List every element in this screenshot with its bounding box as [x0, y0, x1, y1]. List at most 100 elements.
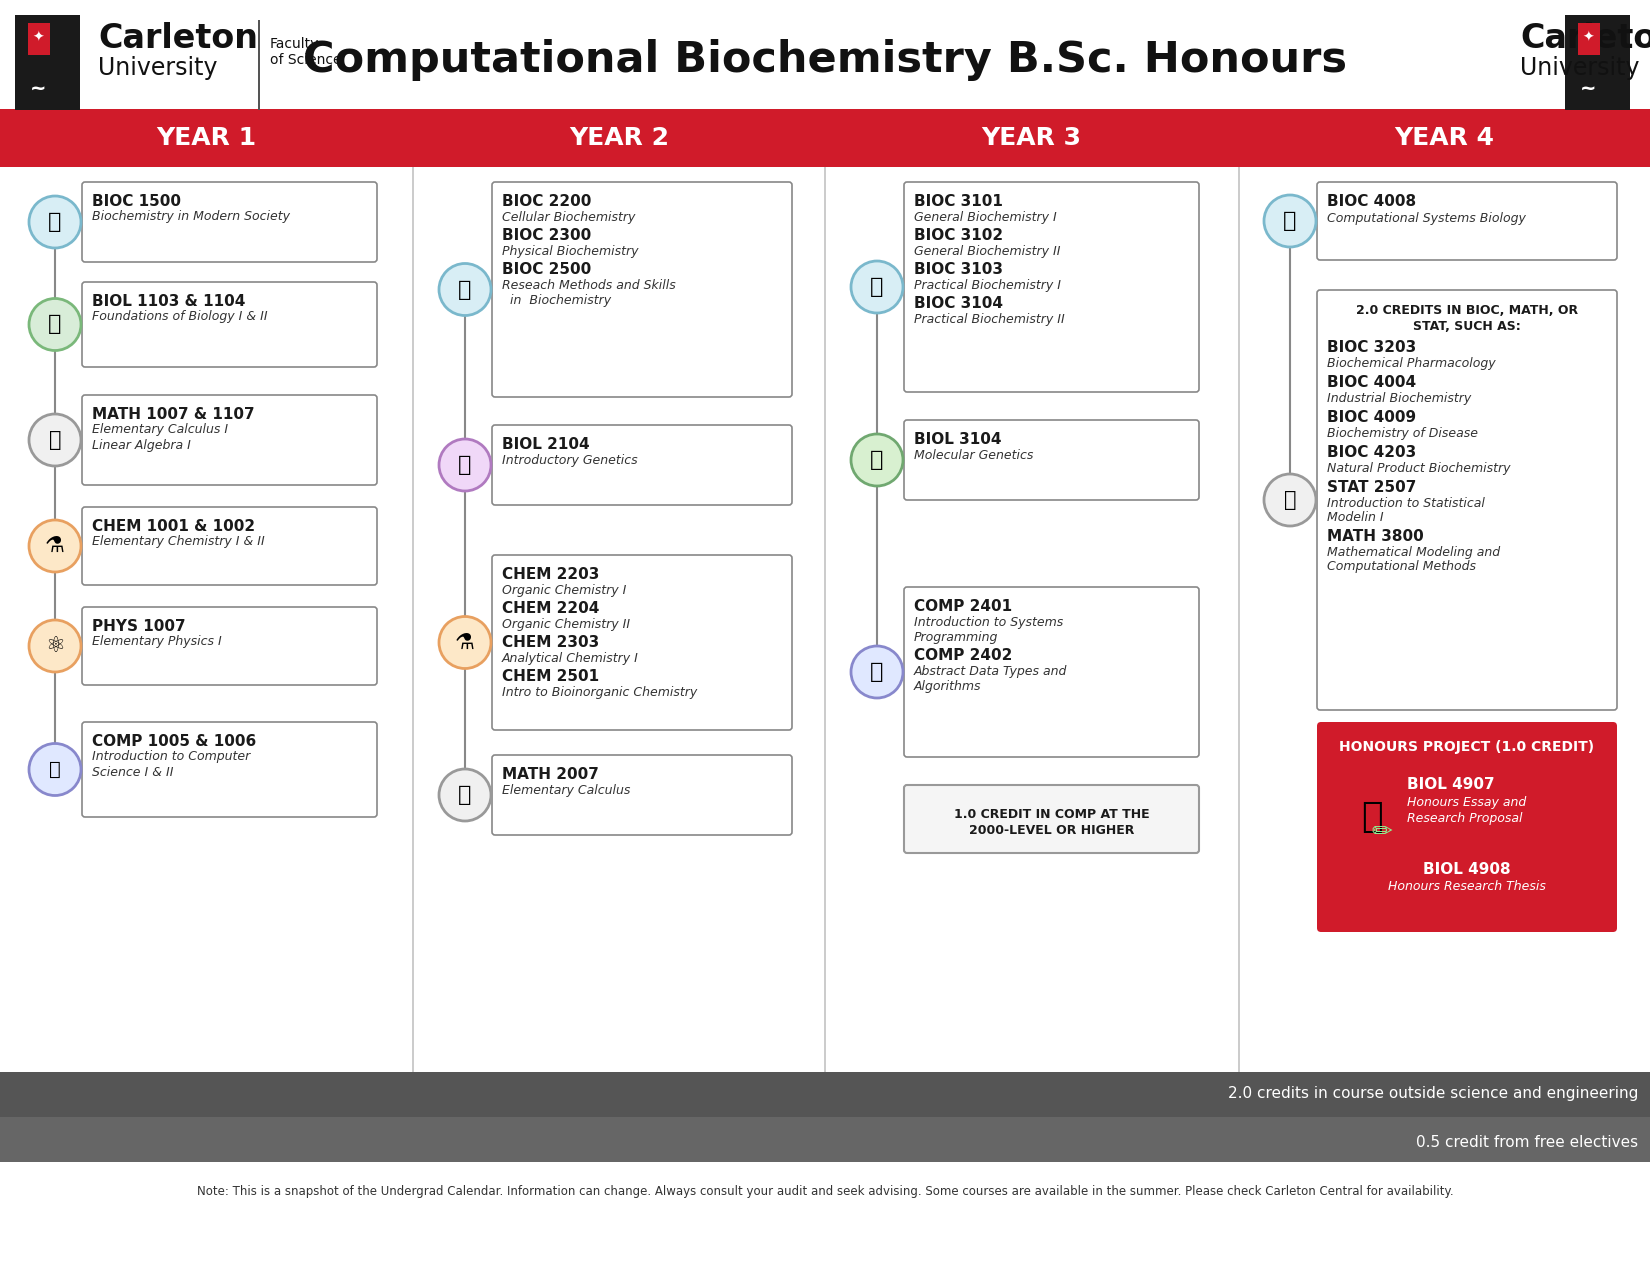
FancyBboxPatch shape [904, 182, 1200, 391]
Text: 🧪: 🧪 [459, 279, 472, 300]
Circle shape [30, 743, 81, 796]
Bar [1564, 15, 1630, 110]
Text: YEAR 4: YEAR 4 [1394, 126, 1493, 150]
Text: Abstract Data Types and: Abstract Data Types and [914, 666, 1068, 678]
Text: BIOC 4203: BIOC 4203 [1327, 445, 1416, 460]
FancyBboxPatch shape [1317, 289, 1617, 710]
Text: Algorithms: Algorithms [914, 680, 982, 694]
FancyBboxPatch shape [904, 419, 1200, 500]
Text: Introduction to Computer: Introduction to Computer [92, 750, 251, 762]
Text: Biochemical Pharmacology: Biochemical Pharmacology [1327, 357, 1495, 370]
Text: YEAR 3: YEAR 3 [982, 126, 1081, 150]
Text: Cellular Biochemistry: Cellular Biochemistry [502, 210, 635, 224]
Text: Elementary Physics I: Elementary Physics I [92, 635, 221, 648]
Text: Reseach Methods and Skills: Reseach Methods and Skills [502, 279, 676, 292]
Text: 2000-LEVEL OR HIGHER: 2000-LEVEL OR HIGHER [969, 825, 1134, 838]
Text: BIOC 4009: BIOC 4009 [1327, 411, 1416, 425]
Text: Carleton: Carleton [97, 22, 257, 55]
Text: PHYS 1007: PHYS 1007 [92, 618, 185, 634]
Bar [257, 20, 261, 110]
Text: MATH 1007 & 1107: MATH 1007 & 1107 [92, 407, 254, 422]
Text: 🌿: 🌿 [48, 315, 61, 334]
Text: 🧪: 🧪 [48, 212, 61, 232]
Text: 🖩: 🖩 [50, 430, 61, 450]
Bar [0, 1072, 1650, 1117]
Text: BIOC 3103: BIOC 3103 [914, 261, 1003, 277]
Text: Computational Systems Biology: Computational Systems Biology [1327, 212, 1526, 224]
Text: YEAR 2: YEAR 2 [569, 126, 668, 150]
Text: Note: This is a snapshot of the Undergrad Calendar. Information can change. Alwa: Note: This is a snapshot of the Undergra… [196, 1184, 1454, 1198]
Text: University: University [97, 56, 218, 80]
Text: Analytical Chemistry I: Analytical Chemistry I [502, 652, 639, 666]
Text: MATH 3800: MATH 3800 [1327, 529, 1424, 544]
Bar [823, 164, 827, 1075]
Text: ✦: ✦ [33, 31, 45, 45]
Text: BIOC 4004: BIOC 4004 [1327, 375, 1416, 390]
Text: CHEM 2203: CHEM 2203 [502, 567, 599, 581]
FancyBboxPatch shape [492, 182, 792, 397]
Text: ✏: ✏ [1371, 820, 1393, 844]
Text: ~: ~ [30, 79, 46, 97]
Circle shape [439, 769, 492, 821]
Text: BIOL 4907: BIOL 4907 [1407, 776, 1495, 792]
Text: Computational Methods: Computational Methods [1327, 560, 1477, 572]
Circle shape [30, 196, 81, 249]
FancyBboxPatch shape [1317, 182, 1617, 260]
Text: Introduction to Statistical: Introduction to Statistical [1327, 497, 1485, 510]
Text: Intro to Bioinorganic Chemistry: Intro to Bioinorganic Chemistry [502, 686, 698, 699]
Text: Mathematical Modeling and: Mathematical Modeling and [1327, 546, 1500, 558]
Text: Practical Biochemistry II: Practical Biochemistry II [914, 312, 1064, 326]
Text: Natural Product Biochemistry: Natural Product Biochemistry [1327, 462, 1510, 476]
FancyBboxPatch shape [1317, 722, 1617, 932]
Text: CHEM 2303: CHEM 2303 [502, 635, 599, 650]
Text: YEAR 1: YEAR 1 [157, 126, 256, 150]
Text: Modelin I: Modelin I [1327, 511, 1384, 524]
Text: of Science: of Science [271, 54, 342, 68]
Circle shape [30, 620, 81, 672]
FancyBboxPatch shape [492, 755, 792, 835]
Text: Programming: Programming [914, 631, 998, 644]
Text: ⚗: ⚗ [45, 536, 64, 556]
Circle shape [1264, 474, 1317, 527]
Circle shape [439, 264, 492, 315]
FancyBboxPatch shape [82, 507, 376, 585]
Circle shape [30, 414, 81, 465]
Text: Organic Chemistry II: Organic Chemistry II [502, 618, 630, 631]
Text: Biochemistry of Disease: Biochemistry of Disease [1327, 427, 1478, 440]
Circle shape [439, 617, 492, 668]
FancyBboxPatch shape [82, 282, 376, 367]
FancyBboxPatch shape [904, 785, 1200, 853]
FancyBboxPatch shape [82, 395, 376, 484]
Text: BIOL 3104: BIOL 3104 [914, 432, 1002, 448]
Text: 🖥: 🖥 [50, 760, 61, 779]
Text: Elementary Calculus I: Elementary Calculus I [92, 423, 228, 436]
Text: Honours Essay and: Honours Essay and [1407, 796, 1526, 810]
Text: CHEM 1001 & 1002: CHEM 1001 & 1002 [92, 519, 256, 534]
Bar [0, 108, 1650, 167]
Bar [15, 15, 79, 110]
Text: MATH 2007: MATH 2007 [502, 768, 599, 782]
Text: Introductory Genetics: Introductory Genetics [502, 454, 637, 467]
Text: Organic Chemistry I: Organic Chemistry I [502, 584, 627, 597]
Text: University: University [1520, 56, 1640, 80]
Text: Introduction to Systems: Introduction to Systems [914, 616, 1063, 629]
Text: in  Biochemistry: in Biochemistry [502, 295, 610, 307]
Bar [1577, 23, 1600, 55]
Bar [1238, 164, 1241, 1075]
Text: Computational Biochemistry B.Sc. Honours: Computational Biochemistry B.Sc. Honours [304, 40, 1346, 82]
Text: BIOC 3101: BIOC 3101 [914, 194, 1003, 209]
Text: Practical Biochemistry I: Practical Biochemistry I [914, 279, 1061, 292]
Text: 🧬: 🧬 [459, 455, 472, 476]
Text: BIOC 1500: BIOC 1500 [92, 194, 182, 209]
Text: BIOL 1103 & 1104: BIOL 1103 & 1104 [92, 295, 246, 309]
Text: HONOURS PROJECT (1.0 CREDIT): HONOURS PROJECT (1.0 CREDIT) [1340, 740, 1594, 754]
Text: BIOC 3102: BIOC 3102 [914, 228, 1003, 244]
Text: 🖩: 🖩 [459, 785, 472, 805]
Bar [0, 1117, 1650, 1162]
FancyBboxPatch shape [904, 586, 1200, 757]
Circle shape [30, 298, 81, 351]
Circle shape [851, 261, 903, 312]
Text: 🧪: 🧪 [870, 277, 884, 297]
Text: General Biochemistry I: General Biochemistry I [914, 210, 1056, 224]
Bar [28, 23, 50, 55]
